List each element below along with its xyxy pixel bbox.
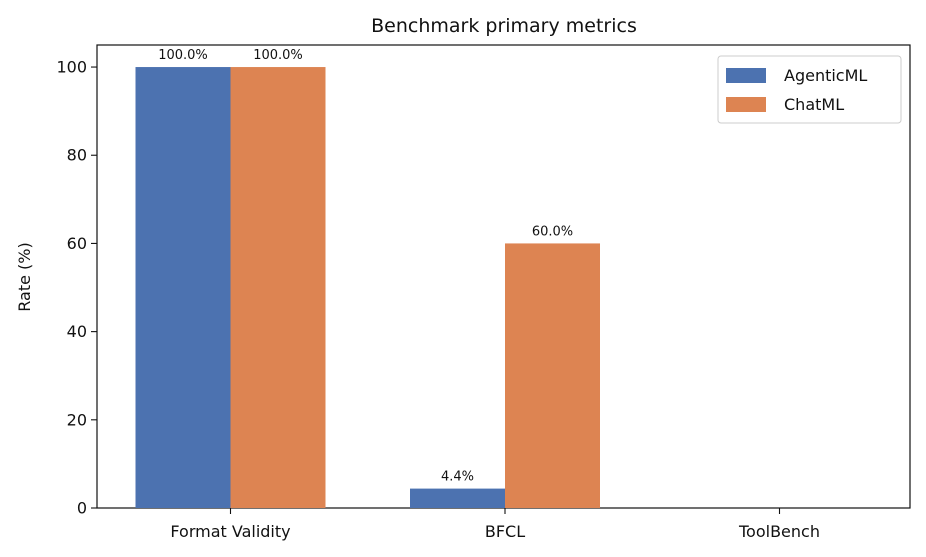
x-tick-label: BFCL (485, 522, 525, 541)
y-tick-label: 100 (56, 58, 87, 77)
y-tick-label: 40 (67, 322, 87, 341)
x-tick-label: Format Validity (170, 522, 290, 541)
y-tick-label: 0 (77, 499, 87, 518)
x-tick-label: ToolBench (738, 522, 820, 541)
y-tick-label: 20 (67, 410, 87, 429)
legend: AgenticML ChatML (717, 55, 902, 124)
bar-agenticml-1 (410, 488, 505, 508)
legend-label-chatml: ChatML (784, 95, 844, 114)
legend-label-agenticml: AgenticML (784, 66, 867, 85)
y-tick-label: 80 (67, 146, 87, 165)
plot-area: 0 20 40 60 80 100 Format Validity 100.0% 100.0% B… (56, 44, 911, 541)
data-label: 4.4% (441, 470, 474, 485)
data-label: 100.0% (253, 48, 303, 63)
bar-chatml-0 (230, 67, 326, 509)
legend-swatch-chatml (726, 97, 766, 112)
chart-title: Benchmark primary metrics (371, 15, 637, 37)
y-tick-label: 60 (67, 234, 87, 253)
bar-chatml-1 (505, 243, 600, 508)
y-axis-label: Rate (%) (15, 242, 34, 311)
data-label: 60.0% (532, 224, 573, 239)
legend-swatch-agenticml (726, 68, 766, 83)
bar-agenticml-0 (135, 67, 231, 509)
data-label: 100.0% (158, 48, 208, 63)
